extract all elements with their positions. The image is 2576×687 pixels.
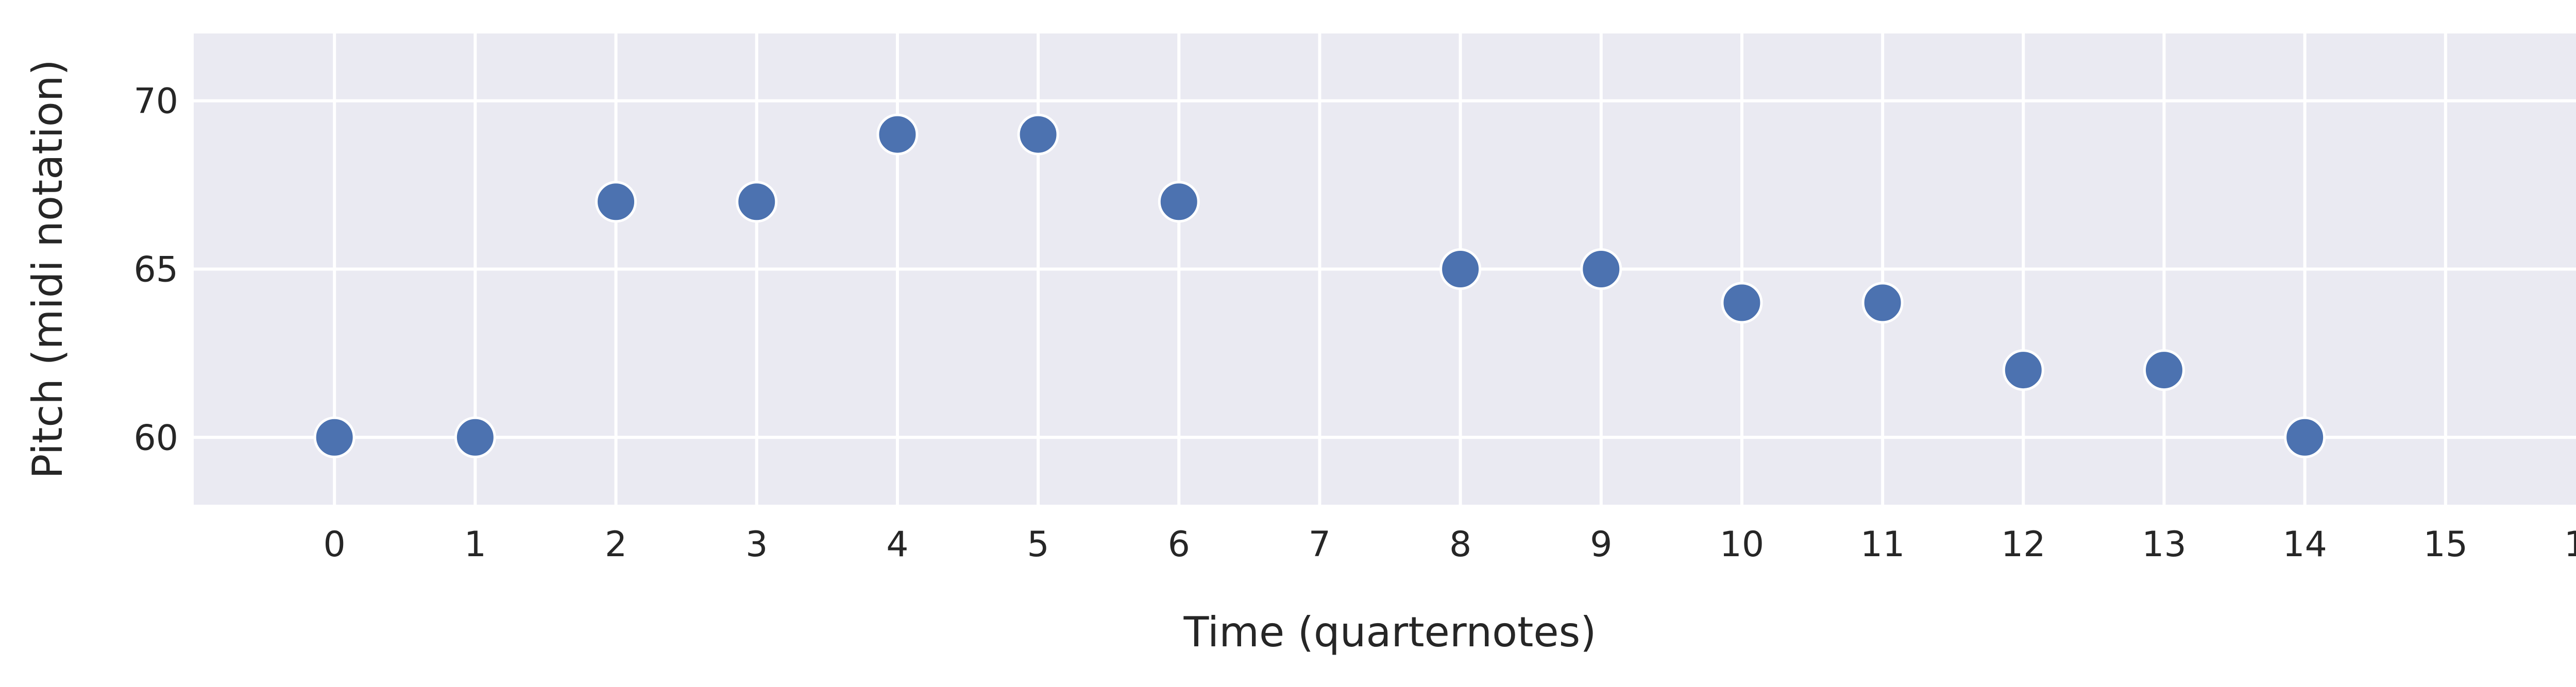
data-point <box>313 416 355 458</box>
data-point <box>2002 349 2044 391</box>
x-tick-label: 5 <box>1027 524 1049 565</box>
x-tick-label: 15 <box>2424 524 2468 565</box>
x-tick-label: 9 <box>1590 524 1612 565</box>
x-tick-label: 3 <box>745 524 768 565</box>
data-point <box>595 181 637 223</box>
x-tick-label: 7 <box>1309 524 1331 565</box>
y-tick-label: 65 <box>133 250 178 290</box>
x-tick-label: 2 <box>605 524 627 565</box>
x-tick-label: 16 <box>2564 524 2576 565</box>
data-point <box>1017 113 1059 156</box>
x-tick-label: 8 <box>1449 524 1471 565</box>
data-point <box>1158 181 1200 223</box>
data-point <box>1721 282 1763 324</box>
x-tick-label: 1 <box>464 524 486 565</box>
x-axis-label: Time (quarternotes) <box>1183 608 1596 656</box>
data-point <box>736 181 778 223</box>
x-tick-label: 14 <box>2282 524 2327 565</box>
data-point <box>454 416 496 458</box>
x-tick-label: 0 <box>324 524 346 565</box>
x-tick-label: 11 <box>1860 524 1905 565</box>
data-point <box>1439 248 1482 290</box>
data-point <box>2284 416 2326 458</box>
y-tick-label: 70 <box>133 81 178 122</box>
x-tick-label: 12 <box>2001 524 2046 565</box>
y-axis-label: Pitch (midi notation) <box>24 59 72 479</box>
x-tick-label: 6 <box>1168 524 1190 565</box>
data-point <box>1861 282 1904 324</box>
y-tick-label: 60 <box>133 418 178 458</box>
x-tick-label: 13 <box>2142 524 2187 565</box>
data-point <box>2143 349 2185 391</box>
data-points <box>313 113 2326 458</box>
y-tick-labels: 60 65 70 <box>133 81 178 459</box>
x-tick-label: 10 <box>1720 524 1765 565</box>
data-point <box>876 113 919 156</box>
data-point <box>1580 248 1622 290</box>
x-tick-label: 4 <box>886 524 908 565</box>
